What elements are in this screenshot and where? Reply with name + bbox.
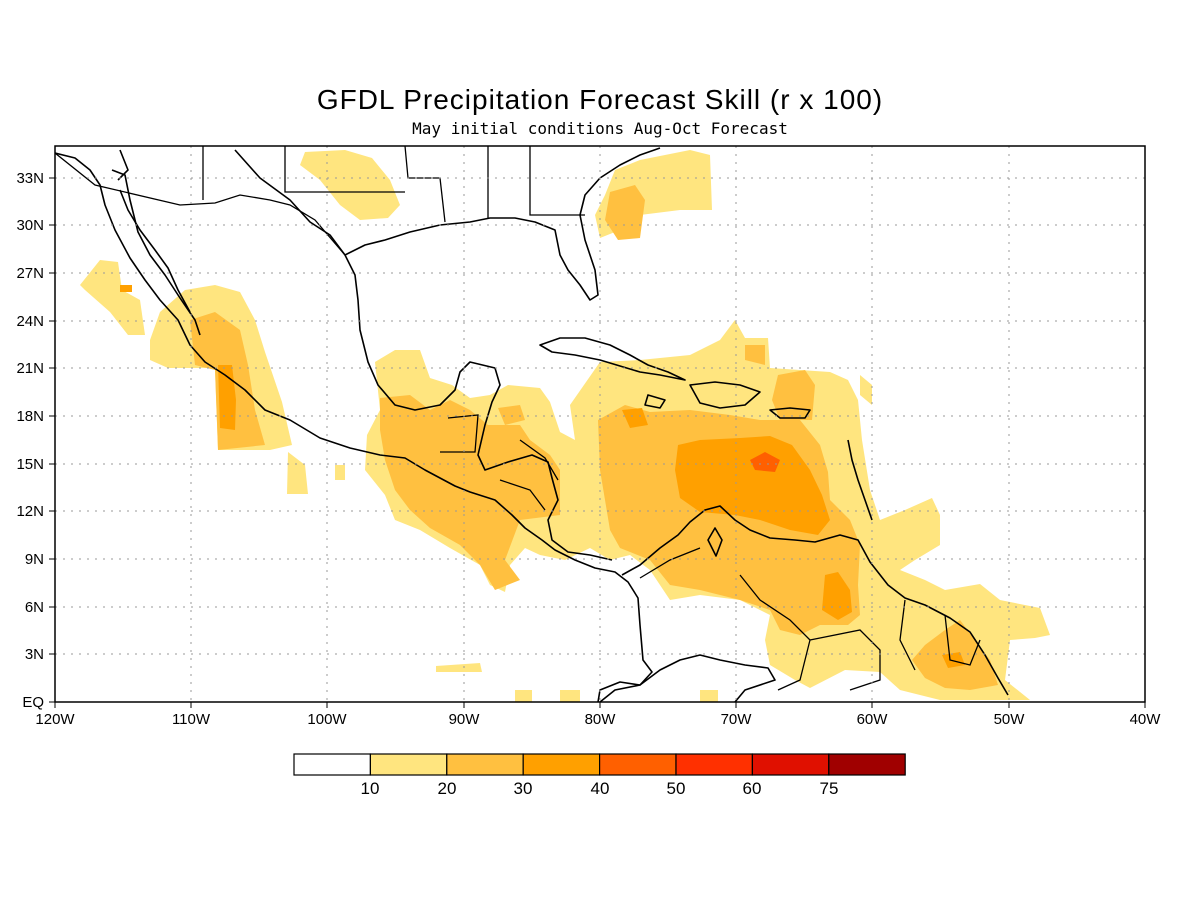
lat-label: 18N: [16, 408, 44, 425]
map-subtitle: May initial conditions Aug-Oct Forecast: [412, 119, 788, 138]
colorbar-swatch: [522, 753, 601, 776]
lat-label: 21N: [16, 360, 44, 377]
lon-label: 60W: [857, 711, 889, 728]
skill-level-30-40: [120, 285, 965, 668]
lon-label: 90W: [449, 711, 481, 728]
tick-marks: [49, 177, 1146, 708]
lat-label: 6N: [25, 599, 44, 616]
longitude-labels: 120W 110W 100W 90W 80W 70W 60W 50W 40W: [35, 711, 1161, 728]
lon-label: 120W: [35, 711, 75, 728]
colorbar-swatch: [828, 753, 906, 776]
lat-label: EQ: [22, 694, 44, 711]
lon-label: 110W: [172, 711, 211, 728]
colorbar-label: 60: [743, 779, 762, 798]
colorbar-swatch: [751, 753, 830, 776]
colorbar-label: 50: [667, 779, 686, 798]
colorbar-label: 20: [438, 779, 457, 798]
map-title: GFDL Precipitation Forecast Skill (r x 1…: [316, 84, 884, 115]
colorbar-swatch: [446, 753, 524, 776]
colorbar-label: 10: [361, 779, 380, 798]
lon-label: 70W: [721, 711, 753, 728]
coastlines: [55, 147, 1009, 702]
lat-label: 30N: [16, 217, 44, 234]
lat-label: 9N: [25, 551, 44, 568]
colorbar-swatch: [369, 753, 448, 776]
lat-label: 3N: [25, 646, 44, 663]
colorbar-swatch: [293, 753, 372, 776]
lon-label: 100W: [307, 711, 347, 728]
colorbar-swatch: [675, 753, 754, 776]
lat-label: 15N: [16, 456, 44, 473]
skill-level-40-50: [750, 452, 780, 472]
graticule: [55, 146, 1145, 702]
lat-label: 33N: [16, 170, 44, 187]
colorbar-label: 30: [514, 779, 533, 798]
lat-label: 27N: [16, 265, 44, 282]
colorbar: 10 20 30 40 50 60 75: [293, 753, 906, 798]
skill-shading: [80, 150, 1050, 702]
colorbar-label: 40: [591, 779, 610, 798]
lat-label: 24N: [16, 313, 44, 330]
lon-label: 50W: [994, 711, 1026, 728]
lon-label: 80W: [585, 711, 617, 728]
lat-label: 12N: [16, 503, 44, 520]
colorbar-label: 75: [820, 779, 839, 798]
lon-label: 40W: [1130, 711, 1162, 728]
political-borders: [55, 146, 981, 691]
colorbar-swatch: [598, 753, 677, 776]
latitude-labels: EQ 3N 6N 9N 12N 15N 18N 21N 24N 27N 30N …: [16, 170, 44, 711]
